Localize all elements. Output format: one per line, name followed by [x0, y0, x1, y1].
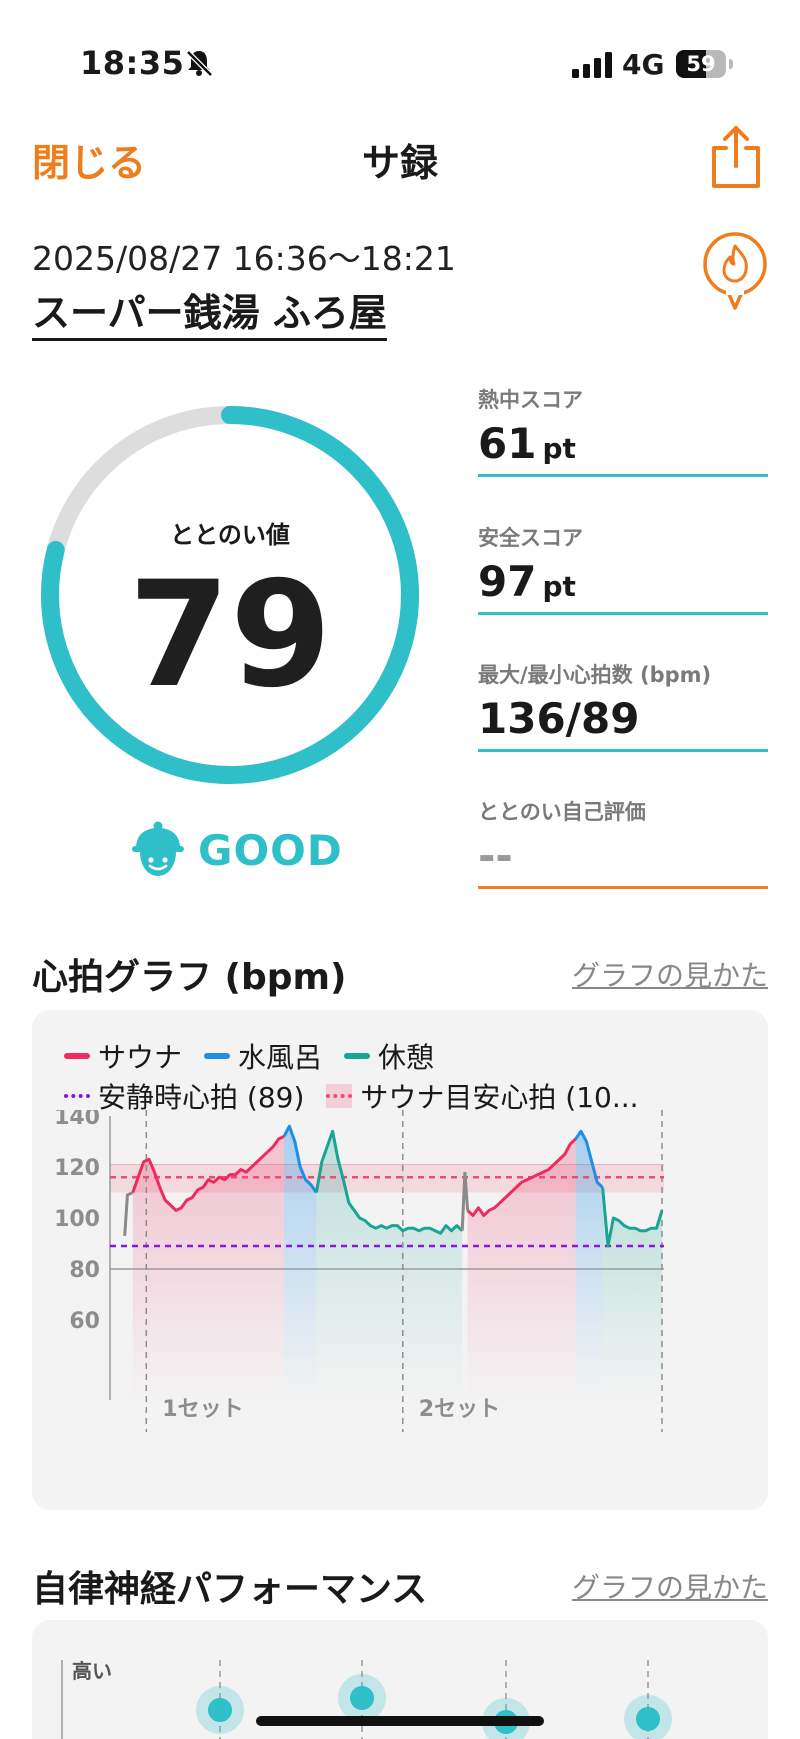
smiling-face-icon — [132, 821, 184, 876]
mood-label: GOOD — [198, 826, 343, 875]
facility-link[interactable]: スーパー銭湯 ふろ屋 — [32, 290, 387, 341]
legend-resting-hr: 安静時心拍 (89) — [64, 1076, 304, 1116]
transition-line — [460, 1171, 470, 1231]
score-ring — [41, 406, 419, 784]
battery-fill — [676, 50, 706, 78]
score-label: ととのい値 — [170, 521, 290, 549]
series-area-2 — [284, 1126, 317, 1400]
set-label: 2セット — [419, 1397, 500, 1422]
chart-legend: サウナ 水風呂 休憩 安静時心拍 (89) サウナ目安心拍 (10... — [64, 1036, 744, 1116]
metric-heat-score: 熱中スコア 61 pt — [478, 384, 768, 477]
close-button[interactable]: 閉じる — [32, 141, 147, 185]
session-datetime: 2025/08/27 16:36〜18:21 — [32, 239, 456, 278]
score-value: 79 — [128, 550, 332, 720]
network-label: 4G — [622, 48, 665, 81]
legend-rest: 休憩 — [344, 1036, 434, 1076]
flame-badge-icon[interactable] — [700, 232, 770, 312]
y-tick-label: 100 — [54, 1207, 100, 1232]
divider — [478, 886, 768, 889]
signal-icon — [572, 52, 612, 78]
battery-cap — [729, 59, 733, 69]
legend-water: 水風呂 — [204, 1036, 322, 1076]
status-time: 18:35 — [80, 44, 185, 82]
score-ring-progress — [41, 406, 419, 784]
legend-sauna: サウナ — [64, 1036, 182, 1076]
ans-point — [208, 1698, 232, 1722]
transition-line — [123, 1191, 134, 1236]
series-line-5 — [574, 1129, 604, 1189]
self-rating-value[interactable]: -- — [478, 831, 513, 880]
ans-point — [636, 1707, 660, 1731]
metric-self-rating[interactable]: ととのい自己評価 -- — [478, 796, 768, 889]
metric-label: 安全スコア — [478, 526, 583, 550]
heart-rate-section-title: 心拍グラフ (bpm) — [32, 957, 347, 998]
divider — [478, 749, 768, 752]
heart-rate-help-link[interactable]: グラフの見かた — [571, 959, 768, 992]
legend-target-band: サウナ目安心拍 (10... — [326, 1076, 639, 1116]
y-tick-label: 120 — [54, 1156, 100, 1181]
metric-value: 61 pt — [478, 419, 576, 468]
series-area-3 — [316, 1131, 463, 1400]
bell-slash-icon — [186, 50, 213, 77]
page-title: サ録 — [361, 141, 438, 185]
metric-heart-rate: 最大/最小心拍数 (bpm) 136/89 — [478, 659, 768, 752]
divider — [478, 612, 768, 615]
series-line-1 — [131, 1135, 285, 1212]
y-tick-label: 140 — [54, 1110, 100, 1130]
series-area-1 — [132, 1136, 284, 1400]
metric-safety-score: 安全スコア 97 pt — [478, 522, 768, 615]
ans-point — [350, 1686, 374, 1710]
ans-section-title: 自律神経パフォーマンス — [32, 1569, 428, 1610]
series-line-4 — [466, 1137, 577, 1217]
series-line-2 — [282, 1124, 318, 1194]
series-line-3 — [314, 1129, 464, 1235]
series-area-6 — [602, 1187, 662, 1400]
metric-value: 97 pt — [478, 557, 576, 606]
share-icon[interactable] — [708, 124, 764, 190]
y-tick-label: 80 — [69, 1258, 100, 1283]
metric-value: 136/89 — [478, 694, 640, 743]
status-bar: 18:35 4G 59 — [0, 0, 800, 120]
battery-level: 59 — [686, 52, 716, 76]
ans-chart: 高い — [61, 1659, 672, 1739]
ans-y-label: 高い — [72, 1659, 112, 1683]
y-tick-label: 60 — [69, 1309, 100, 1334]
divider — [478, 474, 768, 477]
series-line-6 — [601, 1187, 664, 1248]
home-indicator — [256, 1716, 544, 1726]
ans-help-link[interactable]: グラフの見かた — [571, 1571, 768, 1604]
metric-label: 最大/最小心拍数 (bpm) — [478, 663, 712, 687]
set-label: 1セット — [162, 1397, 243, 1422]
metric-label: ととのい自己評価 — [478, 800, 646, 824]
metric-label: 熱中スコア — [478, 388, 583, 412]
battery-icon: 59 — [676, 50, 726, 78]
heart-rate-chart: 140 120 100 80 60 1セット 2セット — [54, 1110, 664, 1432]
series-area-5 — [575, 1131, 603, 1400]
